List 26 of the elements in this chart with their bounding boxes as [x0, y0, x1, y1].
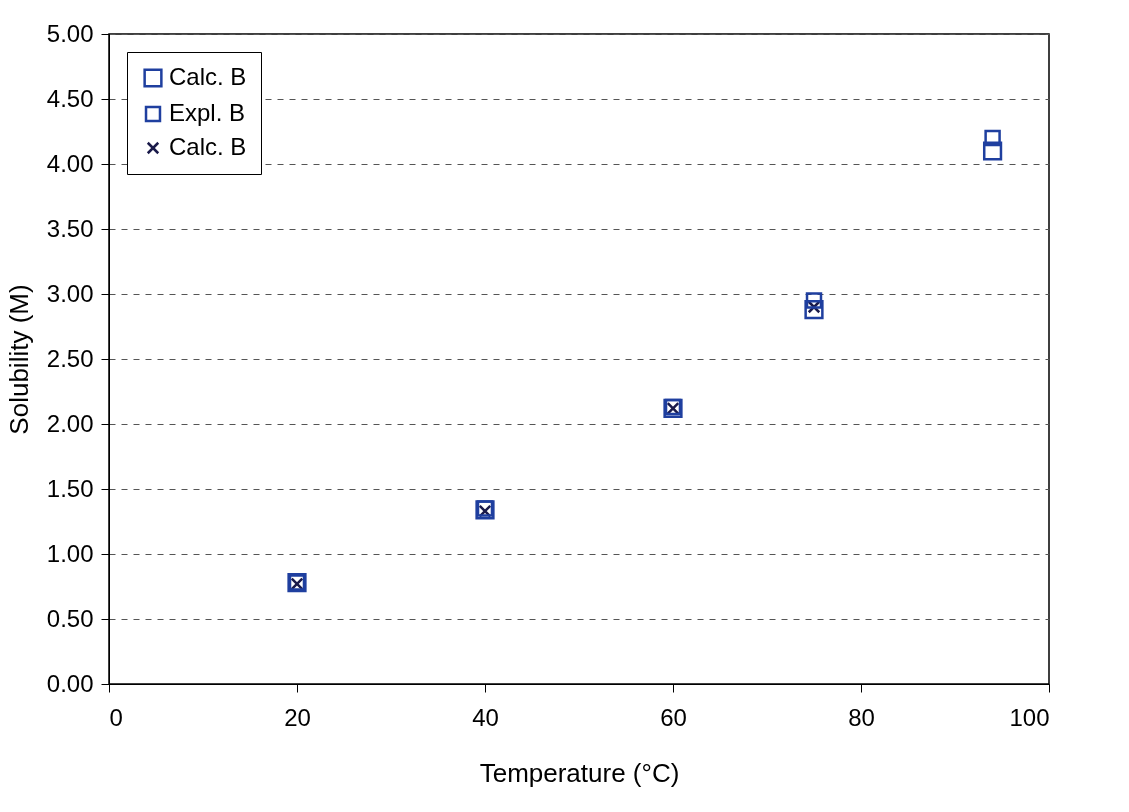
y-tick-label: 0.50 [46, 604, 94, 632]
y-tick-label: 1.50 [46, 474, 94, 502]
point [805, 292, 823, 309]
point [804, 299, 824, 320]
point [982, 141, 1003, 161]
y-axis-title: Solubility (M) [3, 284, 34, 435]
y-tick-label: 1.00 [46, 539, 94, 567]
x-axis-title: Temperature (°C) [479, 757, 680, 788]
point [984, 129, 1001, 147]
y-tick-label: 0.00 [46, 669, 94, 697]
y-tick-label: 5.00 [46, 19, 94, 47]
x-tick-label: 100 [1009, 703, 1050, 731]
y-tick-label: 3.50 [46, 214, 94, 242]
y-tick-label: 2.50 [46, 344, 94, 372]
y-tick-label: 4.50 [46, 84, 94, 112]
legend-label: Expl. B [169, 99, 246, 126]
y-tick-label: 2.00 [46, 409, 94, 437]
x-tick-label: 0 [109, 703, 123, 731]
y-tick-label: 4.00 [46, 149, 94, 177]
y-tick-label: 3.00 [46, 279, 94, 307]
x-tick-label: 20 [284, 703, 311, 731]
legend-label: Calc. B [169, 133, 247, 160]
legend-label: Calc. B [169, 63, 247, 90]
x-tick-label: 40 [472, 703, 499, 731]
x-tick-label: 60 [660, 703, 687, 731]
x-tick-label: 80 [848, 703, 875, 731]
